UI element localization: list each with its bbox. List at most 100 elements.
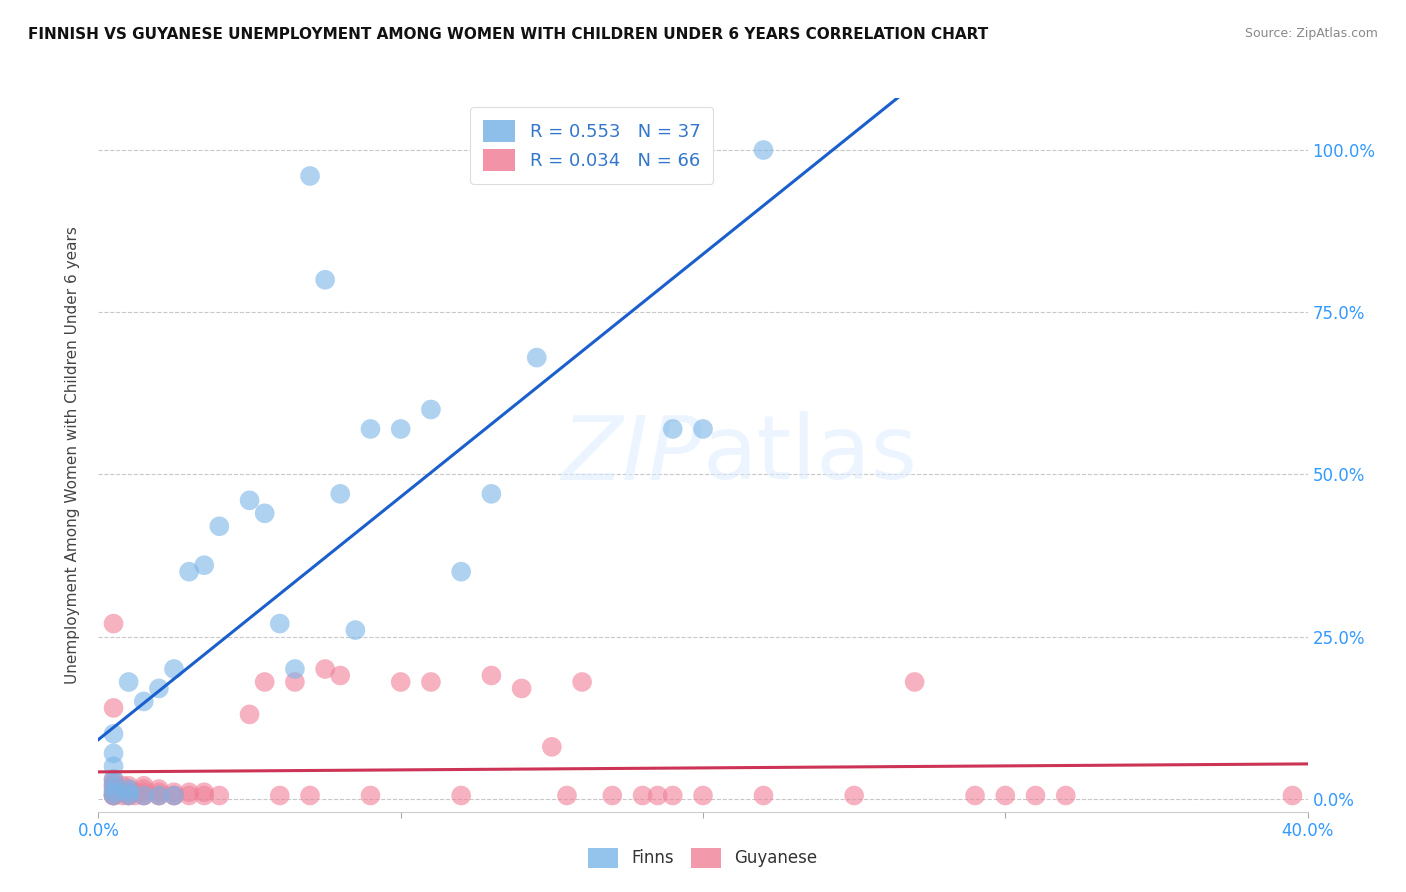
Point — [510, 681, 533, 696]
Point — [965, 789, 987, 803]
Point — [132, 789, 155, 803]
Text: FINNISH VS GUYANESE UNEMPLOYMENT AMONG WOMEN WITH CHILDREN UNDER 6 YEARS CORRELA: FINNISH VS GUYANESE UNEMPLOYMENT AMONG W… — [28, 27, 988, 42]
Point — [314, 662, 336, 676]
Point — [148, 789, 170, 803]
Point — [103, 789, 125, 803]
Point — [450, 565, 472, 579]
Point — [118, 675, 141, 690]
Point — [163, 785, 186, 799]
Point — [148, 681, 170, 696]
Point — [163, 789, 186, 803]
Point — [450, 789, 472, 803]
Point — [103, 772, 125, 787]
Point — [103, 775, 125, 789]
Point — [571, 675, 593, 690]
Point — [148, 785, 170, 799]
Point — [253, 675, 276, 690]
Point — [269, 789, 291, 803]
Point — [844, 789, 866, 803]
Point — [193, 558, 215, 573]
Point — [179, 565, 201, 579]
Point — [179, 785, 201, 799]
Point — [163, 789, 186, 803]
Point — [163, 789, 186, 803]
Point — [344, 623, 367, 637]
Point — [132, 785, 155, 799]
Point — [148, 782, 170, 797]
Point — [662, 422, 685, 436]
Point — [752, 789, 775, 803]
Point — [329, 487, 352, 501]
Point — [118, 779, 141, 793]
Point — [103, 747, 125, 761]
Point — [1024, 789, 1046, 803]
Point — [193, 785, 215, 799]
Point — [103, 727, 125, 741]
Point — [103, 785, 125, 799]
Point — [555, 789, 578, 803]
Point — [103, 789, 125, 803]
Point — [148, 789, 170, 803]
Point — [103, 616, 125, 631]
Point — [132, 789, 155, 803]
Text: atlas: atlas — [703, 411, 918, 499]
Legend: Finns, Guyanese: Finns, Guyanese — [582, 841, 824, 875]
Point — [118, 785, 141, 799]
Point — [103, 785, 125, 799]
Point — [118, 789, 141, 803]
Point — [481, 487, 503, 501]
Point — [132, 694, 155, 708]
Point — [103, 789, 125, 803]
Text: ZIP: ZIP — [562, 412, 703, 498]
Point — [692, 422, 714, 436]
Point — [239, 707, 262, 722]
Point — [253, 506, 276, 520]
Point — [540, 739, 562, 754]
Point — [692, 789, 714, 803]
Point — [111, 785, 134, 799]
Point — [124, 785, 146, 799]
Point — [752, 143, 775, 157]
Point — [124, 789, 146, 803]
Point — [269, 616, 291, 631]
Point — [299, 169, 322, 183]
Point — [208, 789, 231, 803]
Point — [299, 789, 322, 803]
Point — [103, 772, 125, 787]
Point — [132, 779, 155, 793]
Point — [389, 675, 412, 690]
Point — [118, 785, 141, 799]
Point — [103, 779, 125, 793]
Point — [314, 273, 336, 287]
Y-axis label: Unemployment Among Women with Children Under 6 years: Unemployment Among Women with Children U… — [65, 226, 80, 684]
Point — [118, 789, 141, 803]
Point — [284, 675, 307, 690]
Point — [132, 782, 155, 797]
Point — [103, 789, 125, 803]
Point — [1281, 789, 1303, 803]
Point — [602, 789, 624, 803]
Point — [647, 789, 669, 803]
Point — [1054, 789, 1077, 803]
Point — [662, 789, 685, 803]
Point — [103, 779, 125, 793]
Point — [284, 662, 307, 676]
Point — [111, 779, 134, 793]
Point — [118, 782, 141, 797]
Point — [118, 789, 141, 803]
Point — [103, 759, 125, 773]
Point — [360, 789, 382, 803]
Point — [179, 789, 201, 803]
Point — [360, 422, 382, 436]
Point — [111, 789, 134, 803]
Point — [329, 668, 352, 682]
Text: Source: ZipAtlas.com: Source: ZipAtlas.com — [1244, 27, 1378, 40]
Point — [103, 782, 125, 797]
Point — [163, 662, 186, 676]
Point — [132, 789, 155, 803]
Point — [481, 668, 503, 682]
Point — [103, 701, 125, 715]
Point — [420, 675, 443, 690]
Point — [389, 422, 412, 436]
Point — [994, 789, 1017, 803]
